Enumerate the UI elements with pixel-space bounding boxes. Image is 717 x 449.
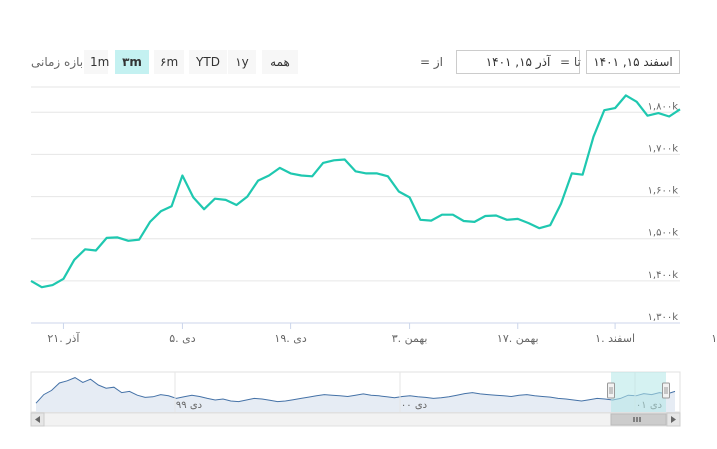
zoom-button-3m[interactable]: ۳m bbox=[115, 50, 149, 74]
zoom-label: بازه زمانی bbox=[31, 55, 84, 69]
zoom-button-ytd[interactable]: YTD bbox=[189, 50, 227, 74]
scrollbar-right-arrow-icon bbox=[671, 416, 676, 423]
navigator-left-handle[interactable] bbox=[607, 382, 615, 399]
y-tick-label: ۱,۴۰۰k bbox=[648, 270, 679, 281]
zoom-button-1m[interactable]: 1m bbox=[84, 50, 109, 74]
y-tick-label: ۱,۸۰۰k bbox=[648, 101, 679, 112]
x-tick-label: ۱. اسفند bbox=[595, 332, 635, 345]
navigator-line bbox=[35, 377, 676, 404]
x-tick-label: ۱۹. دی bbox=[274, 332, 306, 345]
y-tick-label: ۱,۵۰۰k bbox=[648, 228, 679, 239]
navigator-selection[interactable] bbox=[611, 372, 666, 412]
to-date-input[interactable]: اسفند ۱۵, ۱۴۰۱ bbox=[586, 50, 680, 74]
x-tick-label: ۵. دی bbox=[169, 332, 196, 345]
y-tick-label: ۱,۷۰۰k bbox=[648, 143, 679, 154]
series-line bbox=[30, 94, 681, 289]
scrollbar-track[interactable] bbox=[30, 412, 681, 427]
zoom-button-1y[interactable]: ۱y bbox=[228, 50, 256, 74]
zoom-button-all[interactable]: همه bbox=[262, 50, 298, 74]
x-tick-label: ۱۵. اسفند bbox=[711, 332, 717, 345]
navigator-area bbox=[36, 377, 675, 412]
x-tick-label: ۱۷. بهمن bbox=[497, 332, 539, 345]
range-selector: بازه زمانی 1m ۳m ۶m YTD ۱y همه = از آذر … bbox=[0, 0, 717, 100]
x-tick-label: ۲۱. آذر bbox=[47, 331, 80, 345]
navigator-right-handle[interactable] bbox=[662, 382, 670, 399]
from-date-input[interactable]: آذر ۱۵, ۱۴۰۱ bbox=[456, 50, 580, 74]
y-tick-label: ۱,۶۰۰k bbox=[648, 186, 679, 197]
x-tick-label: ۳. بهمن bbox=[392, 332, 428, 345]
y-tick-label: ۱,۳۰۰k bbox=[648, 312, 679, 323]
scrollbar-left-arrow-icon bbox=[35, 416, 40, 423]
navigator-label: دی ۰۰ bbox=[401, 400, 427, 411]
from-label: = از bbox=[420, 55, 444, 69]
zoom-button-6m[interactable]: ۶m bbox=[154, 50, 184, 74]
navigator-label: دی ۹۹ bbox=[176, 400, 202, 411]
to-label: = تا bbox=[560, 55, 581, 69]
scrollbar-thumb[interactable] bbox=[610, 413, 667, 426]
